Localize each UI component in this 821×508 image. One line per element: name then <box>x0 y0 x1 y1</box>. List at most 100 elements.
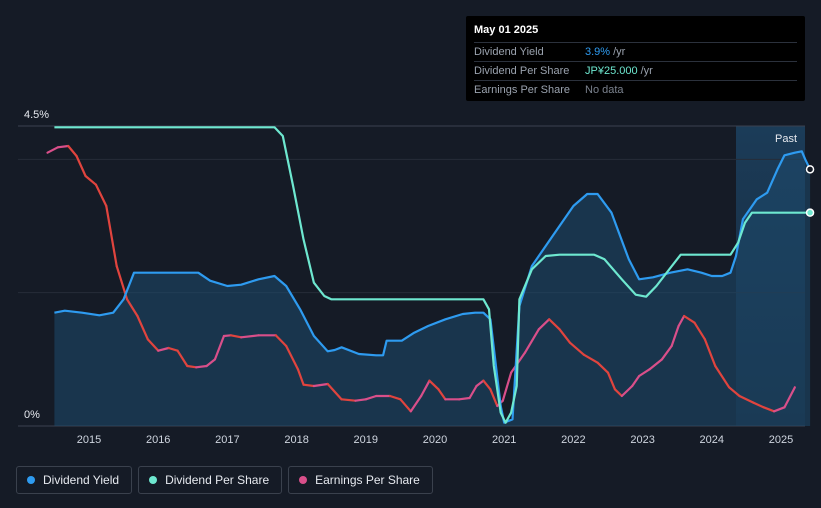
legend-label: Earnings Per Share <box>315 473 420 487</box>
legend-dividend-yield[interactable]: Dividend Yield <box>16 466 133 494</box>
chart-legend: Dividend Yield Dividend Per Share Earnin… <box>16 466 433 494</box>
x-tick-label: 2020 <box>423 434 447 446</box>
earnings-per-share-segment <box>136 314 149 341</box>
earnings-per-share-segment <box>693 321 706 341</box>
earnings-per-share-segment <box>558 328 572 344</box>
earnings-per-share-segment <box>537 318 551 331</box>
earnings-per-share-segment <box>388 394 402 401</box>
earnings-per-share-segment <box>326 382 343 401</box>
earnings-per-share-segment <box>56 144 70 149</box>
tooltip-label: Dividend Per Share <box>474 65 570 77</box>
earnings-per-share-segment <box>296 368 305 386</box>
earnings-per-share-segment <box>146 338 160 352</box>
tooltip-unit: /yr <box>640 65 653 77</box>
earnings-per-share-segment <box>75 154 87 178</box>
dividend-yield-end-marker <box>805 165 815 174</box>
x-tick-label: 2015 <box>77 434 101 446</box>
earnings-per-share-segment <box>568 341 585 356</box>
legend-dot-icon <box>299 476 308 484</box>
earnings-per-share-segment <box>670 324 680 348</box>
x-tick-label: 2024 <box>700 434 724 446</box>
earnings-per-share-segment <box>213 334 226 361</box>
x-tick-label: 2025 <box>769 434 793 446</box>
x-axis-ticks: 2015 2016 2017 2018 2019 2020 2021 2022 2023 2024… <box>77 434 793 446</box>
earnings-per-share-segment <box>157 346 170 352</box>
earnings-per-share-segment <box>548 318 561 331</box>
earnings-per-share-segment <box>420 379 431 398</box>
earnings-per-share-segment <box>105 204 118 268</box>
earnings-per-share-segment <box>752 401 765 409</box>
earnings-per-share-segment <box>176 349 189 368</box>
earnings-per-share-segment <box>613 388 623 398</box>
earnings-per-share-segment <box>364 394 378 401</box>
earnings-per-share-segment <box>620 384 634 398</box>
earnings-per-share-segment <box>399 398 412 413</box>
tooltip-date: May 01 2025 <box>474 24 539 36</box>
earnings-per-share-segment <box>167 346 179 352</box>
earnings-per-share-segment <box>703 338 717 368</box>
x-tick-label: 2022 <box>561 434 585 446</box>
legend-earnings-per-share[interactable]: Earnings Per Share <box>288 466 433 494</box>
legend-label: Dividend Yield <box>43 473 120 487</box>
earnings-per-share-segment <box>409 394 423 413</box>
earnings-per-share-segment <box>67 144 78 158</box>
earnings-per-share-segment <box>582 353 599 364</box>
earnings-per-share-segment <box>229 334 243 339</box>
earnings-per-share-segment <box>677 314 686 328</box>
earnings-per-share-segment <box>501 371 513 402</box>
earnings-per-share-segment <box>340 398 357 402</box>
tooltip-unit: /yr <box>613 46 626 58</box>
earnings-per-share-segment <box>738 394 755 404</box>
earnings-per-share-segment <box>468 384 478 400</box>
earnings-per-share-segment <box>631 374 641 388</box>
tooltip-value: No data <box>585 84 624 96</box>
earnings-per-share-segment <box>312 382 329 388</box>
earnings-per-share-segment <box>46 146 59 154</box>
earnings-per-share-segment <box>302 383 315 388</box>
tooltip-value: JP¥25.000 <box>585 65 638 77</box>
earnings-per-share-segment <box>84 174 98 186</box>
tooltip-panel: May 01 2025 Dividend Yield 3.9% /yr Divi… <box>466 16 805 101</box>
legend-label: Dividend Per Share <box>165 473 270 487</box>
earnings-per-share-segment <box>596 361 610 374</box>
end-markers <box>805 165 815 217</box>
earnings-per-share-segment <box>523 328 540 354</box>
dividend-per-share-line <box>54 126 811 424</box>
earnings-per-share-segment <box>437 388 447 401</box>
earnings-per-share-segment <box>205 358 217 368</box>
dividend-yield-area <box>54 151 811 427</box>
earnings-per-share-segment <box>428 379 440 391</box>
earnings-per-share-segment <box>274 334 288 348</box>
past-label: Past <box>775 133 797 145</box>
earnings-per-share-segment <box>783 386 796 409</box>
x-tick-label: 2019 <box>354 434 378 446</box>
earnings-per-share-segment <box>195 364 208 369</box>
legend-dividend-per-share[interactable]: Dividend Per Share <box>138 466 283 494</box>
earnings-per-share-segment <box>638 368 651 378</box>
earnings-per-share-segment <box>648 358 664 371</box>
earnings-per-share-segment <box>714 364 731 389</box>
earnings-per-share-segment <box>354 398 367 402</box>
tooltip-value: 3.9% <box>585 46 611 58</box>
dividend-yield-line <box>54 150 812 424</box>
earnings-per-share-segment <box>222 334 232 338</box>
earnings-per-share-segment <box>606 371 617 391</box>
tooltip-row-dividend-yield: Dividend Yield 3.9% /yr <box>474 42 797 61</box>
y-tick-top: 4.5% <box>24 109 49 121</box>
x-tick-label: 2018 <box>284 434 308 446</box>
legend-dot-icon <box>27 476 35 484</box>
earnings-per-share-segment <box>660 344 673 361</box>
tooltip-label: Dividend Yield <box>474 46 544 58</box>
earnings-per-share-segment <box>489 388 499 408</box>
dividend-per-share-end-marker <box>805 208 815 217</box>
earnings-per-share-segment <box>762 406 776 413</box>
earnings-per-share-segment <box>285 344 300 371</box>
tooltip-label: Earnings Per Share <box>474 84 570 96</box>
earnings-per-share-segment <box>727 386 741 398</box>
earnings-per-share-segment <box>772 406 786 413</box>
earnings-per-share-segment <box>475 379 485 388</box>
tooltip-row-earnings-per-share: Earnings Per Share No data <box>474 80 797 99</box>
legend-dot-icon <box>149 476 158 484</box>
earnings-per-share-segment <box>482 379 492 391</box>
earnings-per-share-segment <box>458 396 471 401</box>
